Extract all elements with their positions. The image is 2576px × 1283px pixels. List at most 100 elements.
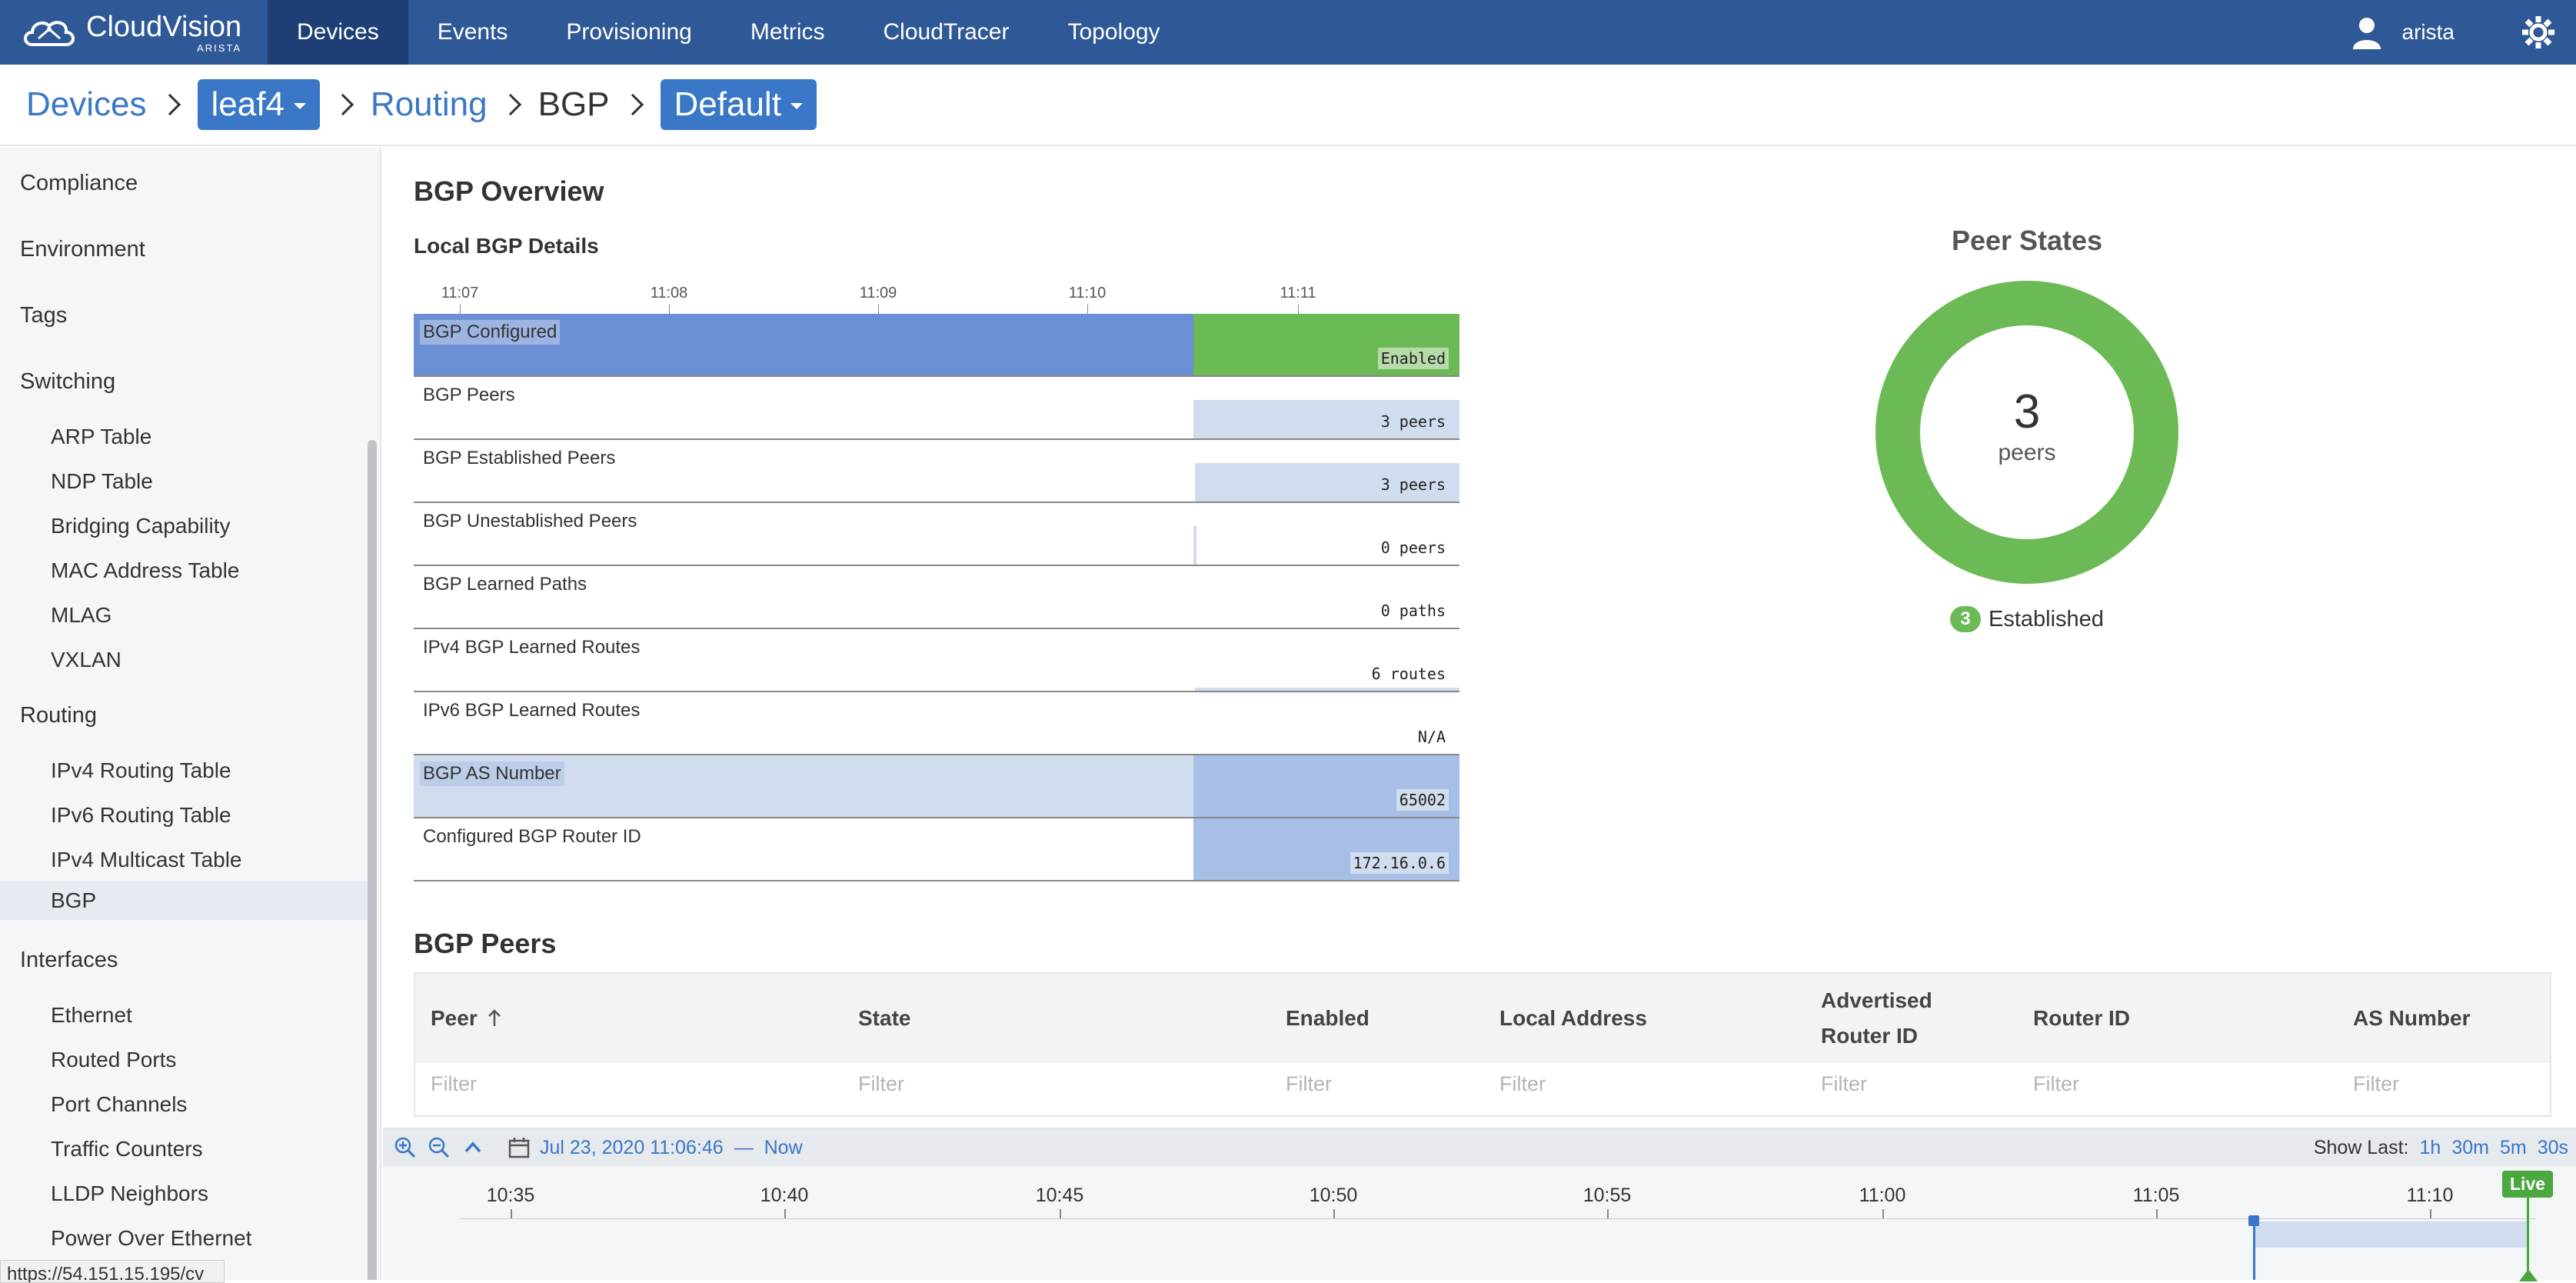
timeline-selection[interactable]: [2253, 1221, 2527, 1248]
bgp-row-ipv4-learned-routes[interactable]: IPv4 BGP Learned Routes 6 routes: [414, 629, 1459, 692]
sidebar-item-port-channels[interactable]: Port Channels: [51, 1092, 188, 1116]
row-value: 0 peers: [1380, 538, 1446, 557]
chevron-up-icon[interactable]: [461, 1136, 484, 1159]
sidebar-item-mlag[interactable]: MLAG: [51, 603, 112, 627]
sidebar-item-lldp-neighbors[interactable]: LLDP Neighbors: [51, 1181, 208, 1205]
filter-local-address[interactable]: Filter: [1499, 1072, 1546, 1095]
filter-enabled[interactable]: Filter: [1286, 1072, 1332, 1095]
nav-tab-devices[interactable]: Devices: [268, 0, 408, 65]
show-last-5m[interactable]: 5m: [2499, 1136, 2527, 1158]
sidebar-item-routed-ports[interactable]: Routed Ports: [51, 1048, 177, 1071]
range-dash: —: [734, 1136, 754, 1158]
gear-icon[interactable]: [2521, 15, 2556, 50]
zoom-in-icon[interactable]: [394, 1136, 417, 1159]
sidebar-item-ndp-table[interactable]: NDP Table: [51, 469, 153, 493]
show-last-1h[interactable]: 1h: [2419, 1136, 2441, 1158]
sidebar-item-tags[interactable]: Tags: [20, 303, 68, 328]
timeline-tick: 11:05: [2132, 1185, 2180, 1206]
sidebar-item-ethernet[interactable]: Ethernet: [51, 1003, 132, 1027]
sidebar-scrollbar[interactable]: [368, 440, 377, 1280]
selection-handle-line[interactable]: [2253, 1218, 2255, 1280]
user-icon[interactable]: [2351, 15, 2382, 49]
column-header-router-id[interactable]: Router ID: [2033, 1006, 2130, 1030]
sidebar-item-bridging-capability[interactable]: Bridging Capability: [51, 514, 231, 538]
breadcrumb-devices[interactable]: Devices: [26, 85, 147, 123]
timeline-tick-mark: [1060, 1209, 1061, 1218]
bgp-row-established-peers[interactable]: BGP Established Peers 3 peers: [414, 440, 1459, 503]
sidebar-item-compliance[interactable]: Compliance: [20, 171, 138, 195]
time-tick: 11:11: [1280, 285, 1316, 302]
sidebar-item-ipv4-multicast-table[interactable]: IPv4 Multicast Table: [51, 848, 242, 871]
sidebar-item-ipv6-routing-table[interactable]: IPv6 Routing Table: [51, 803, 231, 827]
live-marker-line: [2527, 1195, 2529, 1280]
timeline-tick: 11:00: [1859, 1185, 1906, 1206]
vrf-dropdown[interactable]: Default: [660, 79, 817, 130]
peer-states-donut[interactable]: [1873, 278, 2181, 586]
chevron-right-icon: [331, 93, 354, 116]
caret-down-icon: [790, 103, 803, 109]
status-url-tooltip: https://54.151.15.195/cv: [0, 1260, 225, 1283]
device-dropdown-label: leaf4: [211, 85, 285, 123]
breadcrumb-routing[interactable]: Routing: [370, 85, 488, 123]
range-end[interactable]: Now: [764, 1136, 803, 1158]
local-time-axis: 11:07 11:08 11:09 11:10 11:11: [414, 285, 1459, 315]
filter-as-number[interactable]: Filter: [2353, 1072, 2399, 1095]
nav-tab-metrics[interactable]: Metrics: [750, 19, 825, 45]
sidebar-item-mac-address-table[interactable]: MAC Address Table: [51, 558, 240, 582]
bgp-row-peers[interactable]: BGP Peers 3 peers: [414, 377, 1459, 440]
column-header-advertised-router-id[interactable]: Advertised Router ID: [1821, 988, 1932, 1048]
vendor-name: ARISTA: [197, 42, 242, 54]
bgp-row-configured[interactable]: BGP Configured Enabled: [414, 314, 1459, 377]
cloudvision-logo[interactable]: CloudVision ARISTA: [0, 0, 268, 65]
nav-tab-provisioning[interactable]: Provisioning: [566, 19, 692, 45]
sidebar-item-traffic-counters[interactable]: Traffic Counters: [51, 1137, 203, 1161]
zoom-out-icon[interactable]: [428, 1136, 451, 1159]
time-tick: 11:10: [1068, 285, 1107, 302]
bgp-overview-title: BGP Overview: [414, 175, 604, 207]
bgp-row-learned-paths[interactable]: BGP Learned Paths 0 paths: [414, 566, 1459, 629]
show-last-30s[interactable]: 30s: [2537, 1136, 2568, 1158]
sidebar-item-vxlan[interactable]: VXLAN: [51, 648, 121, 671]
table-header: [415, 974, 2550, 1063]
show-last-30m[interactable]: 30m: [2451, 1136, 2489, 1158]
sidebar-item-power-over-ethernet[interactable]: Power Over Ethernet: [51, 1226, 252, 1250]
live-button[interactable]: Live: [2502, 1171, 2554, 1198]
column-header-enabled[interactable]: Enabled: [1286, 1006, 1370, 1030]
timeline-toolbar: Jul 23, 2020 11:06:46 — Now Show Last: 1…: [383, 1129, 2576, 1166]
nav-tab-cloudtracer[interactable]: CloudTracer: [883, 19, 1010, 45]
selection-handle[interactable]: [2248, 1215, 2259, 1226]
sidebar-item-bgp[interactable]: BGP: [0, 881, 368, 920]
time-tick: 11:08: [650, 285, 688, 302]
column-header-local-address[interactable]: Local Address: [1499, 1006, 1647, 1030]
sort-ascending-icon[interactable]: [487, 1009, 502, 1028]
row-label: BGP Established Peers: [423, 448, 616, 468]
nav-tab-topology[interactable]: Topology: [1067, 19, 1160, 45]
column-header-as-number[interactable]: AS Number: [2353, 1006, 2471, 1030]
filter-router-id[interactable]: Filter: [2033, 1072, 2079, 1095]
bgp-row-ipv6-learned-routes[interactable]: IPv6 BGP Learned Routes N/A: [414, 692, 1459, 755]
sidebar-item-arp-table[interactable]: ARP Table: [51, 425, 152, 448]
range-start[interactable]: Jul 23, 2020 11:06:46: [540, 1136, 724, 1158]
bgp-row-unestablished-peers[interactable]: BGP Unestablished Peers 0 peers: [414, 503, 1459, 566]
row-value: 172.16.0.6: [1350, 852, 1449, 874]
filter-state[interactable]: Filter: [858, 1072, 904, 1095]
user-name[interactable]: arista: [2401, 20, 2455, 44]
filter-peer[interactable]: Filter: [431, 1072, 477, 1095]
calendar-icon[interactable]: [508, 1136, 531, 1159]
sidebar-section-switching[interactable]: Switching: [20, 369, 116, 394]
column-header-peer[interactable]: Peer: [431, 974, 502, 1063]
timeline-axis[interactable]: 10:35 10:40 10:45 10:50 10:55 11:00 11:0…: [383, 1166, 2576, 1281]
filter-advertised-router-id[interactable]: Filter: [1821, 1072, 1867, 1095]
sidebar-item-ipv4-routing-table[interactable]: IPv4 Routing Table: [51, 758, 231, 782]
nav-tab-events[interactable]: Events: [437, 19, 508, 45]
device-dropdown[interactable]: leaf4: [197, 79, 320, 130]
sidebar-section-routing[interactable]: Routing: [20, 703, 97, 728]
row-label: Configured BGP Router ID: [423, 826, 641, 847]
sidebar-section-interfaces[interactable]: Interfaces: [20, 948, 118, 972]
bgp-row-router-id[interactable]: Configured BGP Router ID 172.16.0.6: [414, 818, 1459, 881]
bgp-row-as-number[interactable]: BGP AS Number 65002: [414, 755, 1459, 818]
row-value: 3 peers: [1380, 412, 1446, 431]
row-label: BGP Unestablished Peers: [423, 511, 637, 532]
sidebar-item-environment[interactable]: Environment: [20, 237, 145, 262]
column-header-state[interactable]: State: [858, 1006, 911, 1030]
